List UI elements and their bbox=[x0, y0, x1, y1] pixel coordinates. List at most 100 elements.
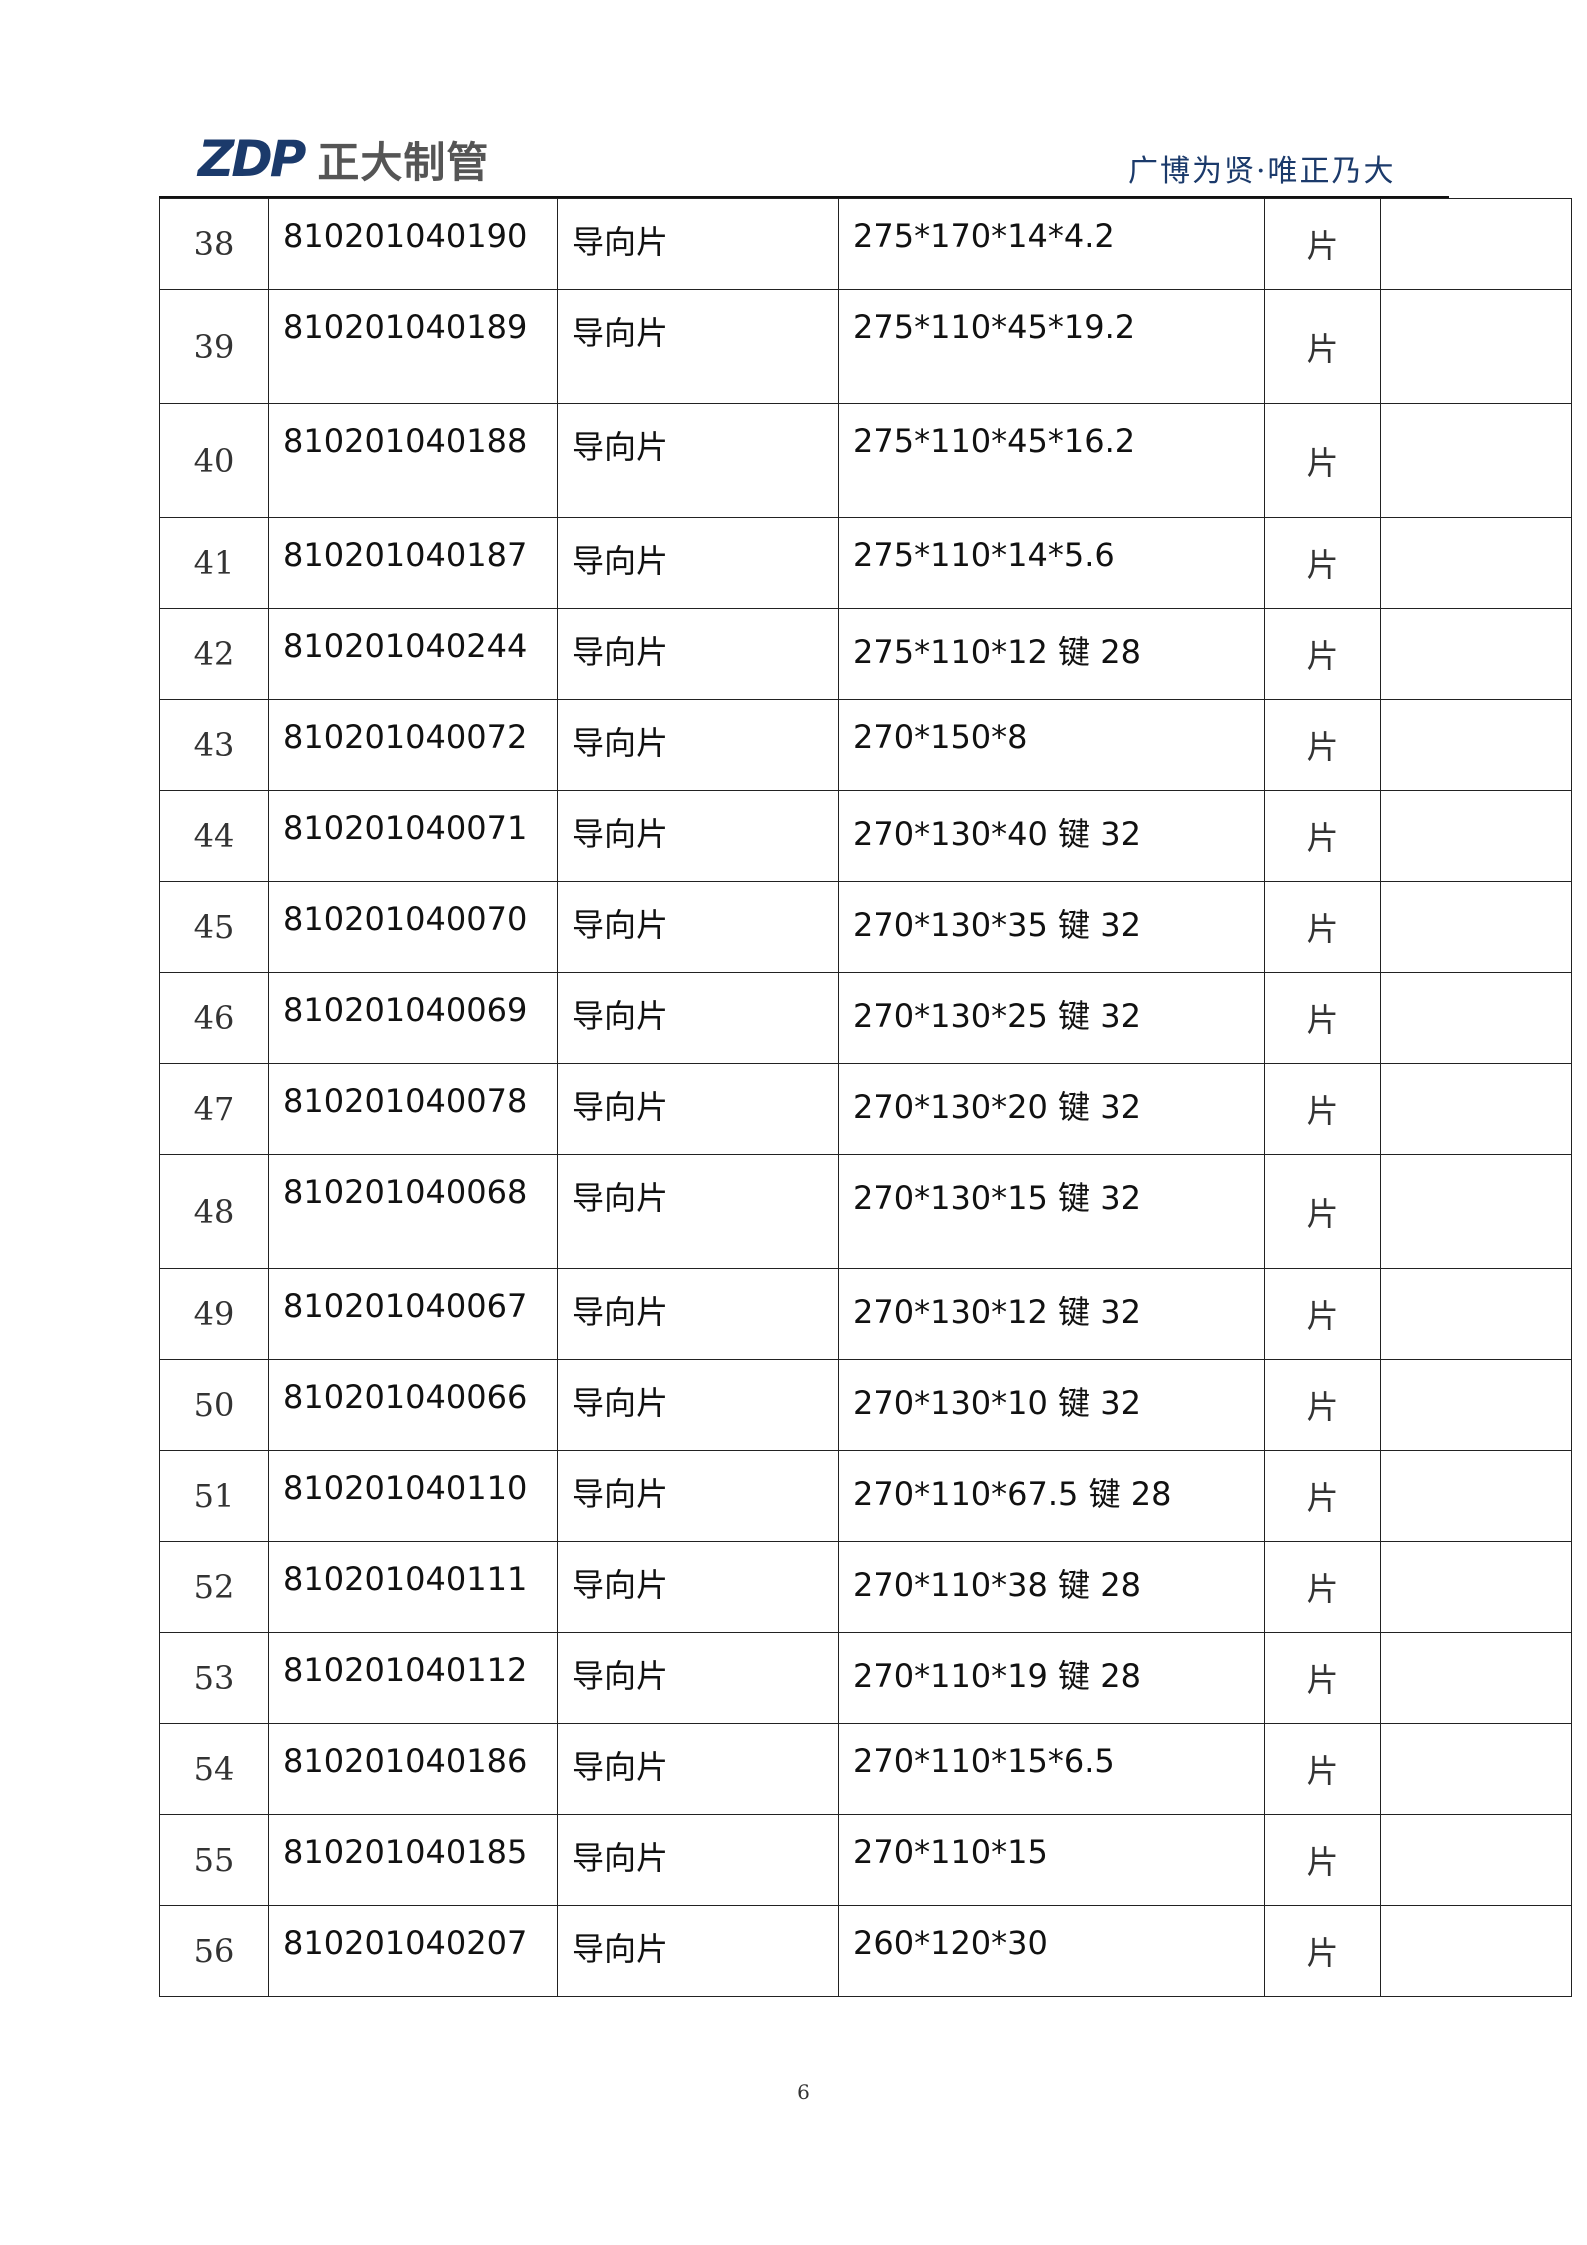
note-cell bbox=[1380, 881, 1572, 973]
unit-cell: 片 bbox=[1264, 1063, 1381, 1155]
spec-cell: 270*130*35 键 32 bbox=[838, 881, 1265, 973]
spec-cell: 275*170*14*4.2 bbox=[838, 198, 1265, 290]
spec-cell: 275*110*14*5.6 bbox=[838, 517, 1265, 609]
spec-cell: 275*110*45*19.2 bbox=[838, 289, 1265, 404]
table-row: 55 810201040185 导向片 270*110*15 片 bbox=[159, 1814, 1572, 1906]
unit-cell: 片 bbox=[1264, 699, 1381, 791]
part-name-cell: 导向片 bbox=[557, 1450, 839, 1542]
row-number-cell: 51 bbox=[159, 1450, 269, 1542]
row-number-cell: 56 bbox=[159, 1905, 269, 1997]
note-cell bbox=[1380, 1814, 1572, 1906]
table-row: 44 810201040071 导向片 270*130*40 键 32 片 bbox=[159, 790, 1572, 882]
part-name-cell: 导向片 bbox=[557, 1268, 839, 1360]
part-name-cell: 导向片 bbox=[557, 403, 839, 518]
part-name-cell: 导向片 bbox=[557, 1541, 839, 1633]
spec-cell: 270*150*8 bbox=[838, 699, 1265, 791]
row-number-cell: 38 bbox=[159, 198, 269, 290]
row-number-cell: 52 bbox=[159, 1541, 269, 1633]
unit-cell: 片 bbox=[1264, 1268, 1381, 1360]
spec-cell: 270*110*15*6.5 bbox=[838, 1723, 1265, 1815]
company-slogan: 广博为贤·唯正乃大 bbox=[1128, 154, 1396, 189]
row-number-cell: 42 bbox=[159, 608, 269, 700]
table-row: 42 810201040244 导向片 275*110*12 键 28 片 bbox=[159, 608, 1572, 700]
part-name-cell: 导向片 bbox=[557, 608, 839, 700]
part-code-cell: 810201040187 bbox=[268, 517, 558, 609]
table-row: 50 810201040066 导向片 270*130*10 键 32 片 bbox=[159, 1359, 1572, 1451]
spec-cell: 275*110*45*16.2 bbox=[838, 403, 1265, 518]
unit-cell: 片 bbox=[1264, 289, 1381, 404]
logo-mark: ZDP bbox=[198, 130, 306, 188]
table-row: 43 810201040072 导向片 270*150*8 片 bbox=[159, 699, 1572, 791]
logo-company-name: 正大制管 bbox=[317, 137, 490, 187]
part-name-cell: 导向片 bbox=[557, 289, 839, 404]
table-row: 54 810201040186 导向片 270*110*15*6.5 片 bbox=[159, 1723, 1572, 1815]
page-number: 6 bbox=[797, 2080, 810, 2104]
row-number-cell: 41 bbox=[159, 517, 269, 609]
unit-cell: 片 bbox=[1264, 1359, 1381, 1451]
unit-cell: 片 bbox=[1264, 1450, 1381, 1542]
part-name-cell: 导向片 bbox=[557, 198, 839, 290]
part-code-cell: 810201040070 bbox=[268, 881, 558, 973]
spec-cell: 260*120*30 bbox=[838, 1905, 1265, 1997]
unit-cell: 片 bbox=[1264, 517, 1381, 609]
company-logo: ZDP 正大制管 bbox=[198, 130, 489, 188]
part-name-cell: 导向片 bbox=[557, 1154, 839, 1269]
row-number-cell: 46 bbox=[159, 972, 269, 1064]
table-row: 47 810201040078 导向片 270*130*20 键 32 片 bbox=[159, 1063, 1572, 1155]
row-number-cell: 53 bbox=[159, 1632, 269, 1724]
part-code-cell: 810201040189 bbox=[268, 289, 558, 404]
part-code-cell: 810201040067 bbox=[268, 1268, 558, 1360]
part-name-cell: 导向片 bbox=[557, 1814, 839, 1906]
unit-cell: 片 bbox=[1264, 790, 1381, 882]
spec-cell: 270*110*15 bbox=[838, 1814, 1265, 1906]
note-cell bbox=[1380, 608, 1572, 700]
part-code-cell: 810201040186 bbox=[268, 1723, 558, 1815]
note-cell bbox=[1380, 1063, 1572, 1155]
note-cell bbox=[1380, 1905, 1572, 1997]
part-code-cell: 810201040190 bbox=[268, 198, 558, 290]
table-row: 48 810201040068 导向片 270*130*15 键 32 片 bbox=[159, 1154, 1572, 1269]
note-cell bbox=[1380, 1450, 1572, 1542]
note-cell bbox=[1380, 289, 1572, 404]
parts-table-body: 38 810201040190 导向片 275*170*14*4.2 片 39 810201… bbox=[159, 198, 1572, 1997]
row-number-cell: 44 bbox=[159, 790, 269, 882]
unit-cell: 片 bbox=[1264, 972, 1381, 1064]
row-number-cell: 45 bbox=[159, 881, 269, 973]
row-number-cell: 50 bbox=[159, 1359, 269, 1451]
spec-cell: 270*130*40 键 32 bbox=[838, 790, 1265, 882]
note-cell bbox=[1380, 403, 1572, 518]
part-code-cell: 810201040078 bbox=[268, 1063, 558, 1155]
part-code-cell: 810201040112 bbox=[268, 1632, 558, 1724]
part-code-cell: 810201040110 bbox=[268, 1450, 558, 1542]
note-cell bbox=[1380, 517, 1572, 609]
header-divider bbox=[159, 196, 1449, 198]
part-name-cell: 导向片 bbox=[557, 881, 839, 973]
unit-cell: 片 bbox=[1264, 608, 1381, 700]
part-code-cell: 810201040068 bbox=[268, 1154, 558, 1269]
row-number-cell: 43 bbox=[159, 699, 269, 791]
spec-cell: 270*110*67.5 键 28 bbox=[838, 1450, 1265, 1542]
row-number-cell: 54 bbox=[159, 1723, 269, 1815]
table-row: 40 810201040188 导向片 275*110*45*16.2 片 bbox=[159, 403, 1572, 518]
table-row: 46 810201040069 导向片 270*130*25 键 32 片 bbox=[159, 972, 1572, 1064]
part-code-cell: 810201040111 bbox=[268, 1541, 558, 1633]
row-number-cell: 40 bbox=[159, 403, 269, 518]
table-row: 38 810201040190 导向片 275*170*14*4.2 片 bbox=[159, 198, 1572, 290]
note-cell bbox=[1380, 1632, 1572, 1724]
row-number-cell: 48 bbox=[159, 1154, 269, 1269]
part-name-cell: 导向片 bbox=[557, 1359, 839, 1451]
spec-cell: 270*130*10 键 32 bbox=[838, 1359, 1265, 1451]
table-row: 49 810201040067 导向片 270*130*12 键 32 片 bbox=[159, 1268, 1572, 1360]
spec-cell: 270*130*20 键 32 bbox=[838, 1063, 1265, 1155]
part-name-cell: 导向片 bbox=[557, 790, 839, 882]
part-name-cell: 导向片 bbox=[557, 1905, 839, 1997]
part-code-cell: 810201040185 bbox=[268, 1814, 558, 1906]
note-cell bbox=[1380, 1541, 1572, 1633]
unit-cell: 片 bbox=[1264, 198, 1381, 290]
part-name-cell: 导向片 bbox=[557, 517, 839, 609]
unit-cell: 片 bbox=[1264, 1905, 1381, 1997]
note-cell bbox=[1380, 1359, 1572, 1451]
unit-cell: 片 bbox=[1264, 1632, 1381, 1724]
spec-cell: 270*110*38 键 28 bbox=[838, 1541, 1265, 1633]
parts-table: 38 810201040190 导向片 275*170*14*4.2 片 39 810201… bbox=[159, 198, 1572, 1997]
